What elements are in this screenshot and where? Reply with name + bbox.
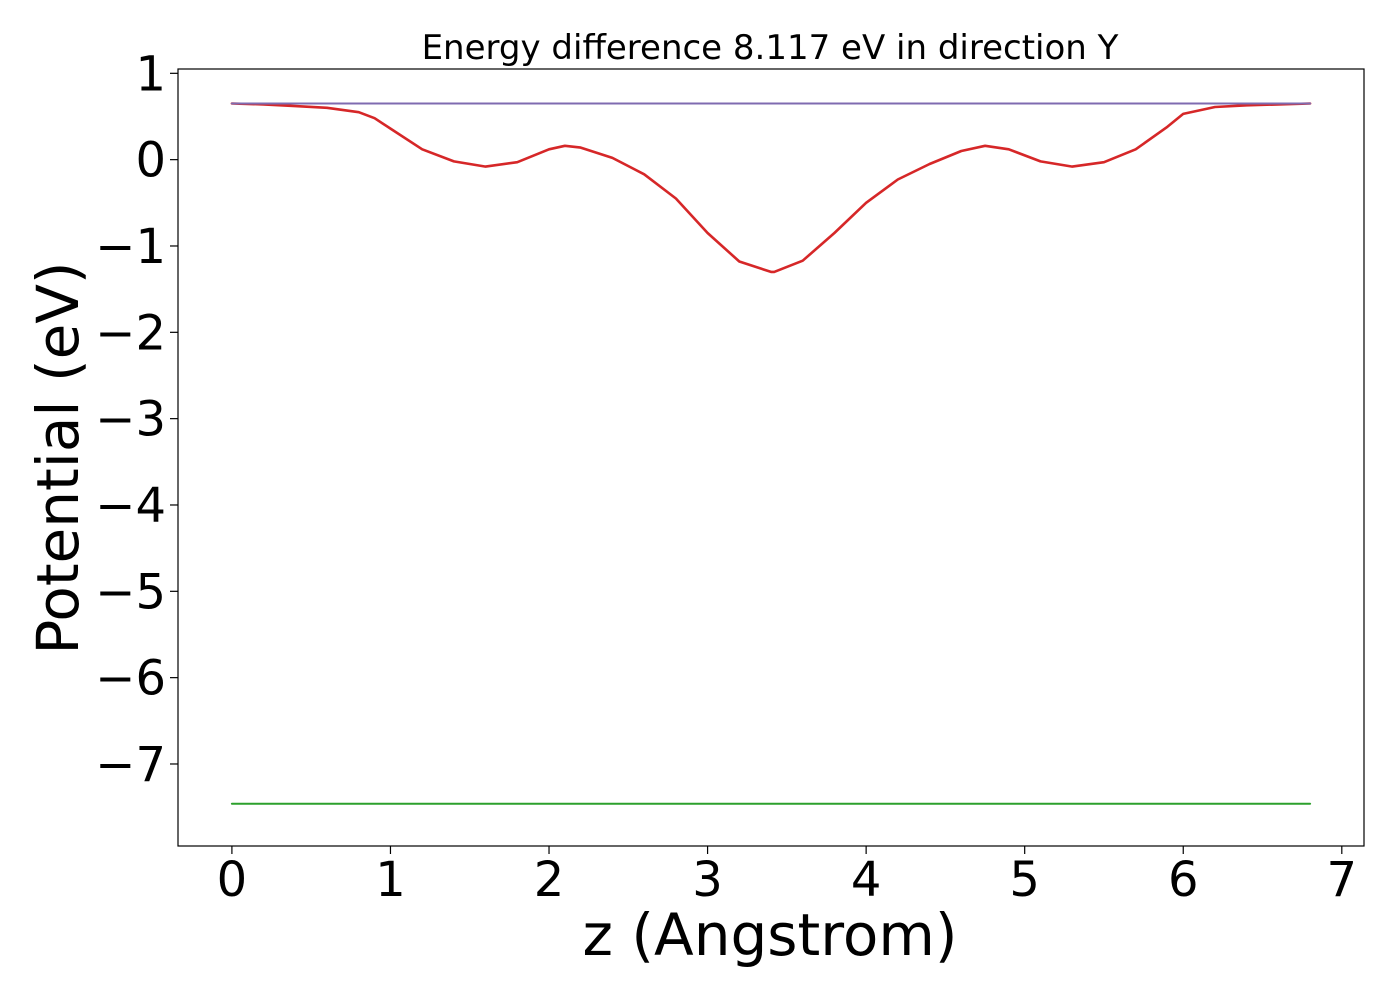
x-axis-label: z (Angstrom) bbox=[583, 901, 958, 969]
x-tick-label: 6 bbox=[1168, 852, 1199, 908]
x-tick-label: 0 bbox=[217, 852, 248, 908]
y-tick-label: −7 bbox=[95, 737, 166, 793]
series-line-3 bbox=[230, 102, 1312, 274]
x-tick-label: 3 bbox=[692, 852, 723, 908]
x-tick-label: 5 bbox=[1009, 852, 1040, 908]
y-tick-label: −3 bbox=[95, 392, 166, 448]
x-tick-label: 1 bbox=[375, 852, 406, 908]
y-tick-label: 0 bbox=[135, 133, 166, 189]
y-tick-label: −6 bbox=[95, 651, 166, 707]
y-tick-label: −2 bbox=[95, 305, 166, 361]
y-axis: 1 0 −1 −2 −3 −4 −5 −6 −7 bbox=[95, 46, 178, 793]
plot-frame bbox=[177, 68, 1365, 847]
x-axis: 0 1 2 3 4 5 6 7 bbox=[217, 846, 1357, 908]
plot-area bbox=[177, 68, 1365, 847]
y-tick-label: −4 bbox=[95, 478, 166, 534]
x-tick-label: 7 bbox=[1327, 852, 1358, 908]
chart-title: Energy difference 8.117 eV in direction … bbox=[422, 28, 1119, 68]
y-tick-label: 1 bbox=[135, 46, 166, 102]
x-tick-label: 4 bbox=[851, 852, 882, 908]
y-tick-label: −5 bbox=[95, 564, 166, 620]
y-tick-label: −1 bbox=[95, 219, 166, 275]
y-axis-label: Potential (eV) bbox=[24, 261, 92, 654]
x-tick-label: 2 bbox=[534, 852, 565, 908]
